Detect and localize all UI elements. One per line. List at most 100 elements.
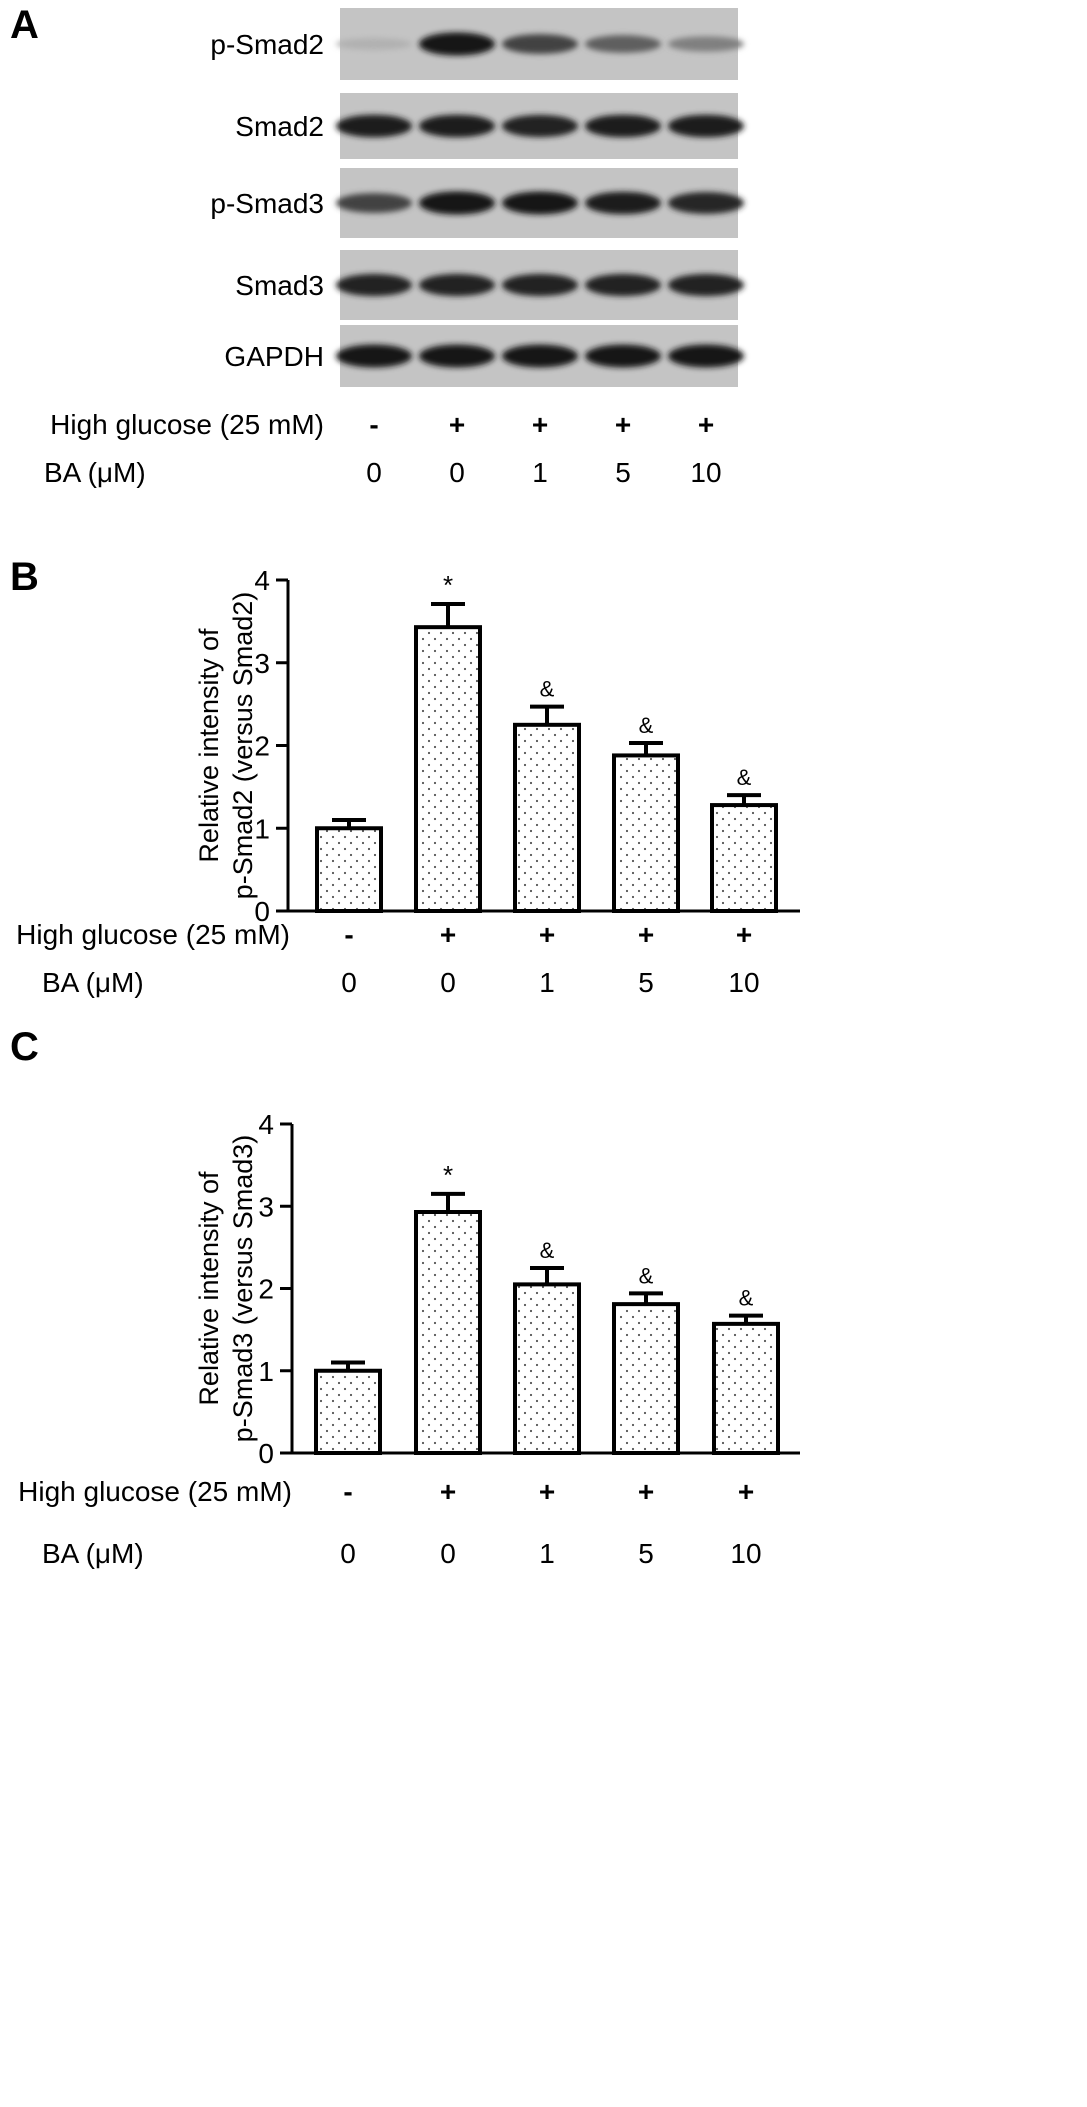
- panel-c-label: C: [10, 1025, 39, 1069]
- high-glucose-label: High glucose (25 mM): [16, 919, 290, 950]
- blot-band: [419, 273, 495, 297]
- bar: [710, 803, 778, 914]
- significance-marker: &: [739, 1286, 754, 1311]
- blot-row-label: Smad3: [235, 270, 324, 301]
- panel-b-label: B: [10, 555, 39, 599]
- high-glucose-value: +: [440, 919, 456, 950]
- ba-label: BA (μM): [42, 967, 144, 998]
- blot-band: [668, 192, 744, 214]
- significance-marker: &: [737, 765, 752, 790]
- y-tick-label: 1: [254, 813, 270, 844]
- blot-ba-value: 5: [615, 457, 631, 488]
- high-glucose-value: -: [343, 1476, 352, 1507]
- ba-value: 5: [638, 967, 654, 998]
- western-blot: p-Smad2 Smad2 p-Smad3 Smad3 GAPDH: [210, 8, 744, 387]
- high-glucose-value: +: [738, 1476, 754, 1507]
- blot-band: [668, 344, 744, 368]
- high-glucose-value: +: [638, 919, 654, 950]
- high-glucose-value: +: [539, 919, 555, 950]
- blot-high-glucose-value: +: [449, 409, 465, 440]
- ba-value: 0: [340, 1538, 356, 1569]
- blot-band: [336, 344, 412, 368]
- blot-ba-label: BA (μM): [44, 457, 146, 488]
- ba-label: BA (μM): [42, 1538, 144, 1569]
- y-tick-label: 4: [254, 565, 270, 596]
- y-tick-label: 2: [254, 731, 270, 762]
- blot-band: [336, 114, 412, 138]
- high-glucose-label: High glucose (25 mM): [18, 1476, 292, 1507]
- y-axis-label-line2: p-Smad2 (versus Smad2): [228, 592, 258, 900]
- blot-ba-value: 0: [366, 457, 382, 488]
- y-tick-label: 1: [258, 1356, 274, 1387]
- blot-high-glucose-label: High glucose (25 mM): [50, 409, 324, 440]
- bar: [414, 625, 482, 913]
- ba-value: 10: [728, 967, 759, 998]
- y-tick-label: 3: [258, 1191, 274, 1222]
- ba-value: 1: [539, 1538, 555, 1569]
- blot-ba-value: 10: [690, 457, 721, 488]
- blot-ba-value: 1: [532, 457, 548, 488]
- ba-value: 0: [440, 967, 456, 998]
- high-glucose-value: +: [440, 1476, 456, 1507]
- blot-high-glucose-value: +: [698, 409, 714, 440]
- blot-band: [336, 273, 412, 297]
- blot-ba-value: 0: [449, 457, 465, 488]
- significance-marker: &: [540, 677, 555, 702]
- y-tick-label: 4: [258, 1109, 274, 1140]
- blot-high-glucose-value: -: [369, 409, 378, 440]
- y-tick-label: 2: [258, 1274, 274, 1305]
- blot-row-label: GAPDH: [224, 341, 324, 372]
- blot-band: [585, 273, 661, 297]
- significance-marker: &: [540, 1238, 555, 1263]
- y-tick-label: 0: [254, 896, 270, 927]
- blot-band: [585, 114, 661, 138]
- bar: [712, 1321, 780, 1456]
- blot-conditions: High glucose (25 mM) BA (μM) - + + + +0 0 1 5 10: [44, 409, 722, 488]
- bar: [513, 1282, 581, 1455]
- high-glucose-value: +: [736, 919, 752, 950]
- y-tick-label: 0: [258, 1438, 274, 1469]
- blot-band: [336, 193, 412, 213]
- blot-band: [585, 191, 661, 215]
- significance-marker: &: [639, 1263, 654, 1288]
- significance-marker: *: [443, 570, 453, 600]
- blot-band: [502, 191, 578, 215]
- blot-row-label: Smad2: [235, 111, 324, 142]
- blot-row-label: p-Smad3: [210, 188, 324, 219]
- blot-high-glucose-value: +: [615, 409, 631, 440]
- panel-a-label: A: [10, 3, 39, 47]
- y-axis-label-line1: Relative intensity of: [194, 1171, 224, 1406]
- blot-band: [419, 32, 495, 56]
- y-axis-label-line2: p-Smad3 (versus Smad3): [228, 1135, 258, 1443]
- ba-value: 0: [440, 1538, 456, 1569]
- blot-band: [419, 344, 495, 368]
- blot-band: [502, 344, 578, 368]
- blot-band: [502, 114, 578, 138]
- y-axis-label: Relative intensity of p-Smad2 (versus Sma…: [194, 592, 258, 900]
- ba-value: 5: [638, 1538, 654, 1569]
- y-axis-label: Relative intensity of p-Smad3 (versus Sma…: [194, 1135, 258, 1443]
- high-glucose-value: -: [344, 919, 353, 950]
- bar: [314, 1368, 382, 1455]
- bar: [315, 826, 383, 913]
- bar: [612, 753, 680, 913]
- bar: [612, 1302, 680, 1455]
- ba-value: 1: [539, 967, 555, 998]
- blot-band: [585, 344, 661, 368]
- blot-band: [585, 35, 661, 53]
- significance-marker: *: [443, 1160, 453, 1190]
- y-tick-label: 3: [254, 648, 270, 679]
- blot-band: [419, 191, 495, 215]
- bar: [513, 722, 581, 913]
- high-glucose-value: +: [638, 1476, 654, 1507]
- blot-band: [502, 273, 578, 297]
- bar: [414, 1210, 482, 1455]
- blot-band: [502, 34, 578, 54]
- y-axis-label-line1: Relative intensity of: [194, 628, 224, 863]
- blot-row-label: p-Smad2: [210, 29, 324, 60]
- blot-band: [668, 114, 744, 138]
- blot-band: [336, 38, 412, 50]
